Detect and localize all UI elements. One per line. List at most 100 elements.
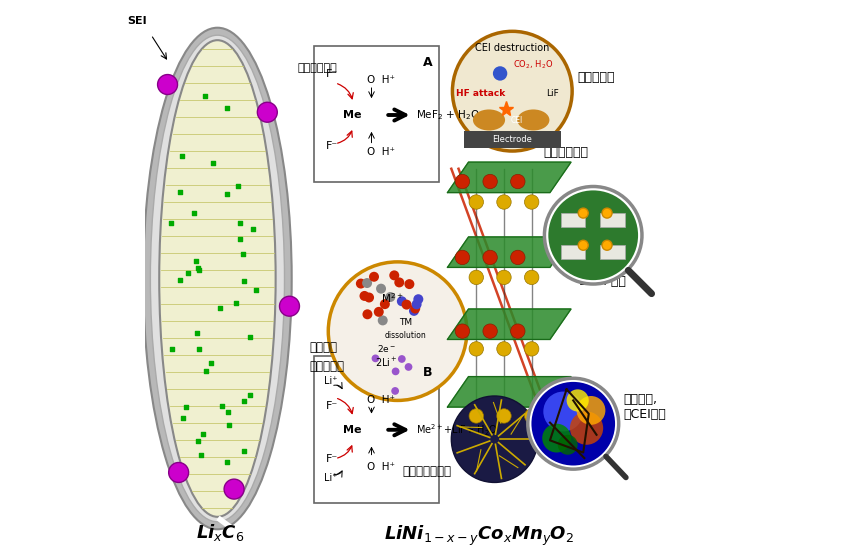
Circle shape xyxy=(468,409,483,423)
Circle shape xyxy=(391,387,398,395)
Circle shape xyxy=(279,296,299,316)
Point xyxy=(173,188,187,197)
Circle shape xyxy=(413,294,423,304)
Circle shape xyxy=(577,208,587,218)
Circle shape xyxy=(576,396,604,425)
Circle shape xyxy=(327,262,466,400)
Point xyxy=(243,332,257,341)
Circle shape xyxy=(468,195,483,209)
Circle shape xyxy=(380,299,389,309)
Point xyxy=(213,304,226,312)
Text: dissolution: dissolution xyxy=(385,331,426,340)
FancyBboxPatch shape xyxy=(560,213,584,227)
Polygon shape xyxy=(447,237,571,267)
Point xyxy=(173,276,187,285)
Ellipse shape xyxy=(473,110,505,130)
Point xyxy=(243,390,257,399)
Circle shape xyxy=(411,299,421,309)
Circle shape xyxy=(496,195,511,209)
Circle shape xyxy=(482,324,497,338)
Text: O  H⁺: O H⁺ xyxy=(366,462,395,472)
Point xyxy=(189,257,203,266)
Point xyxy=(175,152,188,160)
Point xyxy=(187,208,200,217)
Text: 颗粒破碎,: 颗粒破碎, xyxy=(622,393,657,406)
Text: CEI destruction: CEI destruction xyxy=(474,43,549,53)
Text: 2e$^-$: 2e$^-$ xyxy=(376,343,396,354)
Circle shape xyxy=(401,300,411,310)
Circle shape xyxy=(468,270,483,285)
Text: Electrode: Electrode xyxy=(492,135,532,144)
Polygon shape xyxy=(447,309,571,339)
Circle shape xyxy=(492,66,506,81)
Circle shape xyxy=(548,190,637,280)
Circle shape xyxy=(157,75,177,95)
Circle shape xyxy=(451,396,537,482)
Circle shape xyxy=(602,240,611,250)
Circle shape xyxy=(452,31,571,151)
Text: A: A xyxy=(422,56,432,69)
FancyBboxPatch shape xyxy=(463,131,560,148)
Circle shape xyxy=(524,195,538,209)
Circle shape xyxy=(455,250,469,265)
Text: Me$^{2+}$+LiF+ H$_2$O: Me$^{2+}$+LiF+ H$_2$O xyxy=(415,422,497,438)
Point xyxy=(191,264,204,273)
Point xyxy=(176,413,190,422)
Point xyxy=(219,458,233,467)
Point xyxy=(165,345,179,354)
Text: CEI: CEI xyxy=(510,116,522,125)
Ellipse shape xyxy=(159,40,275,517)
Text: 界面膜破坏: 界面膜破坏 xyxy=(577,71,614,84)
Point xyxy=(203,359,217,368)
Circle shape xyxy=(385,292,395,302)
Circle shape xyxy=(566,389,588,412)
Text: 过渡金属: 过渡金属 xyxy=(309,341,337,354)
Point xyxy=(221,420,235,429)
Circle shape xyxy=(455,174,469,189)
Circle shape xyxy=(524,409,538,423)
Point xyxy=(199,367,213,375)
Point xyxy=(220,190,234,199)
Text: Li⁺: Li⁺ xyxy=(323,377,337,387)
Circle shape xyxy=(602,208,611,218)
Polygon shape xyxy=(447,162,571,193)
Ellipse shape xyxy=(143,28,291,529)
Circle shape xyxy=(496,341,511,356)
Text: LiF: LiF xyxy=(546,89,559,97)
Circle shape xyxy=(557,435,577,455)
FancyBboxPatch shape xyxy=(314,356,439,503)
Point xyxy=(249,285,262,294)
Circle shape xyxy=(528,378,618,469)
FancyBboxPatch shape xyxy=(560,245,584,259)
Circle shape xyxy=(468,341,483,356)
Circle shape xyxy=(531,382,614,466)
Circle shape xyxy=(482,250,497,265)
Circle shape xyxy=(362,278,371,288)
Text: 电解液渗入裂纹: 电解液渗入裂纹 xyxy=(402,465,451,478)
Text: LiNi$_{1-x-y}$Co$_x$Mn$_y$O$_2$: LiNi$_{1-x-y}$Co$_x$Mn$_y$O$_2$ xyxy=(383,524,573,548)
Circle shape xyxy=(542,424,571,452)
Circle shape xyxy=(389,270,398,280)
Text: 2Li$^+$: 2Li$^+$ xyxy=(375,356,398,369)
Circle shape xyxy=(392,368,399,375)
Circle shape xyxy=(224,479,244,499)
Point xyxy=(192,345,205,354)
Text: MeF$_2$ + H$_2$O: MeF$_2$ + H$_2$O xyxy=(415,108,479,122)
Circle shape xyxy=(362,309,372,319)
Point xyxy=(198,91,212,100)
Point xyxy=(236,249,250,258)
Text: CO$_2$, H$_2$O: CO$_2$, H$_2$O xyxy=(512,59,553,71)
Point xyxy=(246,224,260,233)
Circle shape xyxy=(364,292,374,302)
Text: Me: Me xyxy=(343,425,361,435)
FancyBboxPatch shape xyxy=(600,213,624,227)
Text: 层状结构相变: 层状结构相变 xyxy=(543,145,587,159)
Circle shape xyxy=(404,279,414,289)
Point xyxy=(233,218,246,227)
Text: Li$_x$C$_6$: Li$_x$C$_6$ xyxy=(196,522,244,543)
Circle shape xyxy=(524,270,538,285)
Circle shape xyxy=(510,250,524,265)
Text: F⁻: F⁻ xyxy=(325,69,338,79)
Circle shape xyxy=(169,462,188,482)
Text: F⁻: F⁻ xyxy=(325,141,338,152)
